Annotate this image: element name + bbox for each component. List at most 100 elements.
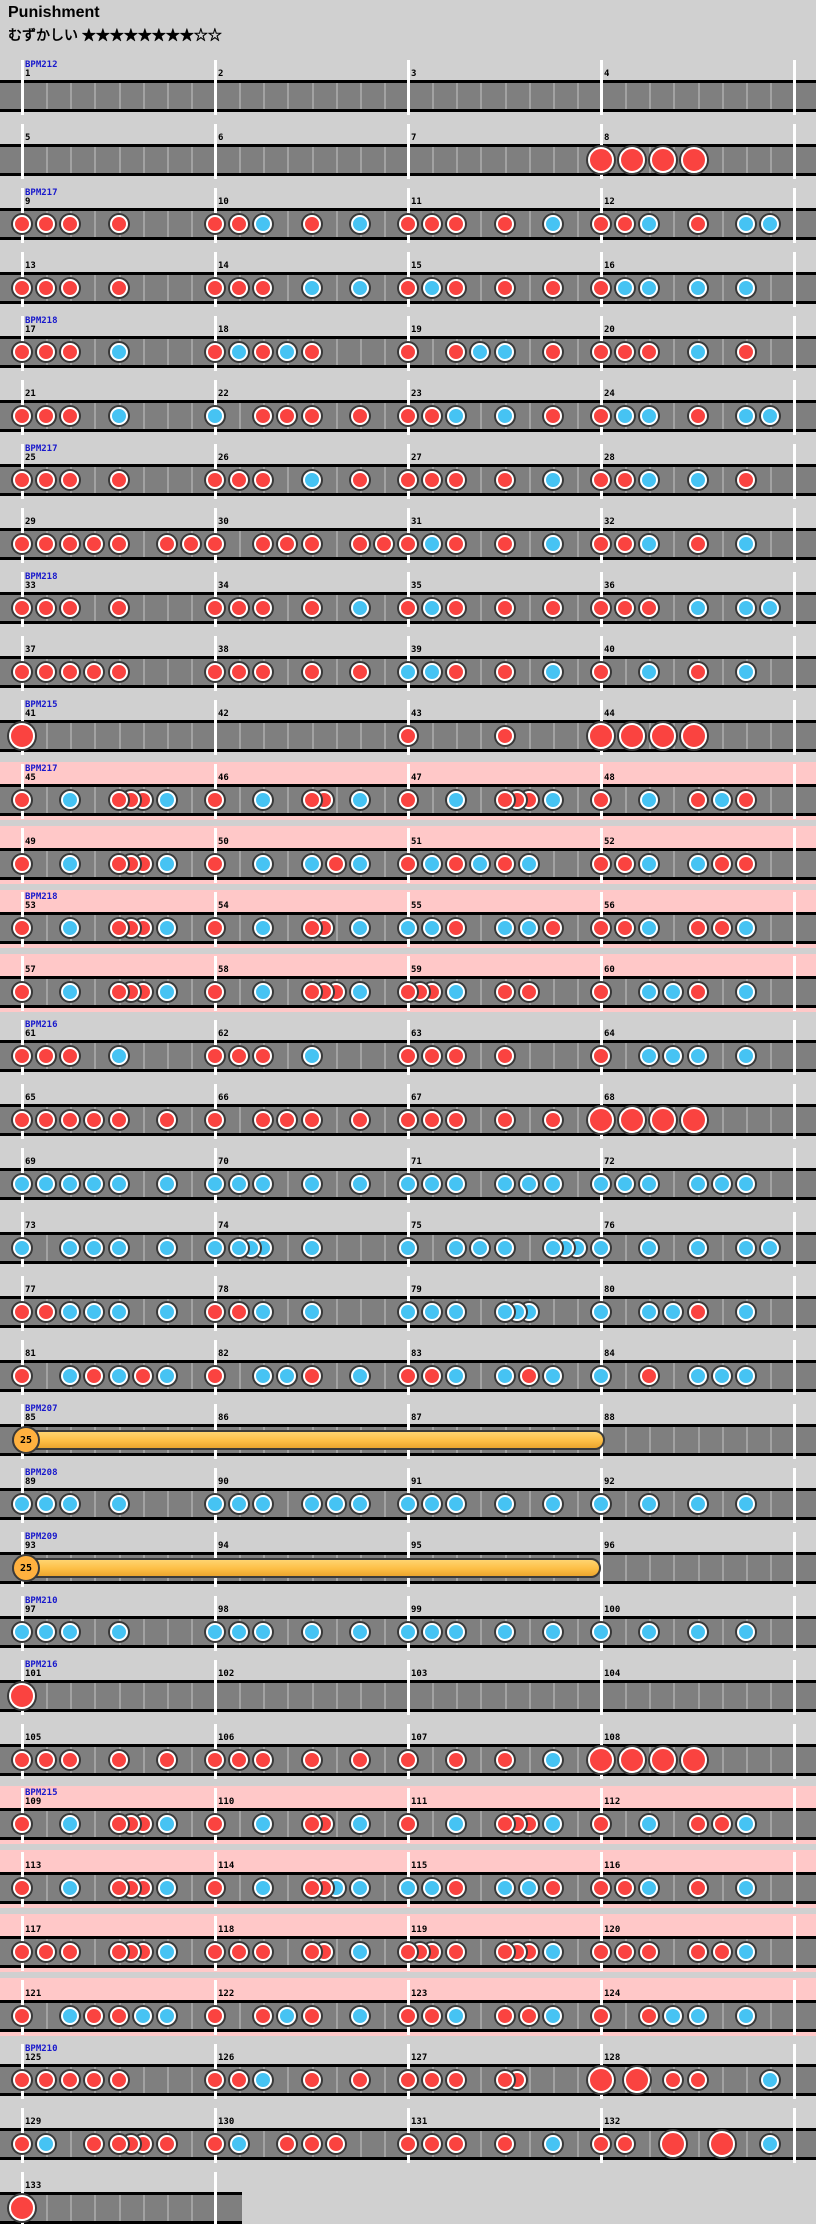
beat-line xyxy=(576,1747,579,1773)
note-blue xyxy=(736,919,755,937)
beat-line xyxy=(118,147,121,173)
measure-number: 70 xyxy=(218,1157,229,1167)
beat-line xyxy=(625,1683,628,1709)
beat-line xyxy=(94,979,97,1005)
beat-line xyxy=(480,1683,483,1709)
beat-line xyxy=(70,1683,73,1709)
note-blue xyxy=(543,535,562,553)
note-red xyxy=(61,1111,80,1129)
beat-line xyxy=(359,1299,362,1325)
measure-number: 65 xyxy=(25,1093,36,1103)
measure-line xyxy=(21,124,24,179)
beat-line xyxy=(190,147,193,173)
beat-line xyxy=(70,2195,73,2221)
note-red xyxy=(254,471,273,489)
measure-number: 89 xyxy=(25,1477,36,1487)
beat-line xyxy=(625,659,628,685)
note-red xyxy=(61,1751,80,1769)
beat-line xyxy=(46,2003,49,2029)
note-red xyxy=(447,2135,466,2153)
note-red xyxy=(399,2135,417,2153)
note-blue xyxy=(254,1367,273,1385)
note-blue xyxy=(447,1495,466,1513)
note-red xyxy=(616,1879,635,1897)
beat-line xyxy=(576,1811,579,1837)
note-red xyxy=(109,855,128,873)
note-blue xyxy=(736,1623,755,1641)
beat-line xyxy=(383,1043,386,1069)
beat-line xyxy=(46,851,49,877)
note-blue xyxy=(543,791,562,809)
note-red xyxy=(543,599,562,617)
beat-line xyxy=(552,83,555,109)
note-red xyxy=(640,599,659,617)
note-red xyxy=(302,407,321,425)
note-red xyxy=(350,471,369,489)
beat-line xyxy=(383,1875,386,1901)
note-red xyxy=(592,791,610,809)
note-red xyxy=(109,599,128,617)
beat-line xyxy=(166,275,169,301)
note-red xyxy=(254,1751,273,1769)
note-red xyxy=(447,215,466,233)
beat-line xyxy=(383,1363,386,1389)
beat-line xyxy=(721,211,724,237)
note-red xyxy=(230,599,249,617)
measure-number: 61 xyxy=(25,1029,36,1039)
note-red xyxy=(157,535,176,553)
note-blue xyxy=(423,855,442,873)
note-blue xyxy=(230,1175,249,1193)
beat-line xyxy=(769,1811,772,1837)
measure-line xyxy=(214,124,217,179)
note-blue xyxy=(254,855,273,873)
measure-number: 1 xyxy=(25,69,31,79)
beat-line xyxy=(769,1491,772,1517)
note-blue xyxy=(471,1239,490,1257)
note-red xyxy=(399,535,417,553)
beat-line xyxy=(94,1491,97,1517)
beat-line xyxy=(142,211,145,237)
note-red xyxy=(206,279,224,297)
measure-number: 92 xyxy=(604,1477,615,1487)
note-red xyxy=(206,855,224,873)
beat-line xyxy=(721,467,724,493)
note-red xyxy=(447,279,466,297)
beat-line xyxy=(528,1107,531,1133)
beat-line xyxy=(576,1299,579,1325)
beat-line xyxy=(287,2067,290,2093)
measure-line xyxy=(600,60,603,115)
note-blue xyxy=(254,1495,273,1513)
beat-line xyxy=(46,2195,49,2221)
note-red xyxy=(109,2071,128,2089)
beat-line xyxy=(673,1491,676,1517)
beat-line xyxy=(528,339,531,365)
note-red xyxy=(230,1303,249,1321)
note-blue xyxy=(688,855,707,873)
balloon-note: 25 xyxy=(12,1554,40,1582)
measure-number: 94 xyxy=(218,1541,229,1551)
measure-number: 38 xyxy=(218,645,229,655)
beat-line xyxy=(552,851,555,877)
note-red xyxy=(206,1367,224,1385)
beat-line xyxy=(311,147,314,173)
measure-line xyxy=(214,60,217,115)
beat-line xyxy=(287,1747,290,1773)
note-blue xyxy=(423,279,442,297)
note-blue xyxy=(85,1239,104,1257)
beat-line xyxy=(769,851,772,877)
note-blue xyxy=(592,1239,610,1257)
beat-line xyxy=(383,1299,386,1325)
beat-line xyxy=(94,83,97,109)
beat-line xyxy=(190,2195,193,2221)
measure-number: 130 xyxy=(218,2117,235,2127)
note-red-big xyxy=(619,1107,646,1133)
beat-line xyxy=(504,83,507,109)
beat-line xyxy=(359,339,362,365)
beat-line xyxy=(576,2003,579,2029)
measure-number: 93 xyxy=(25,1541,36,1551)
note-blue xyxy=(423,663,442,681)
measure-line xyxy=(793,1084,796,1139)
measure-number: 103 xyxy=(411,1669,428,1679)
note-red xyxy=(13,279,31,297)
beat-line xyxy=(142,403,145,429)
